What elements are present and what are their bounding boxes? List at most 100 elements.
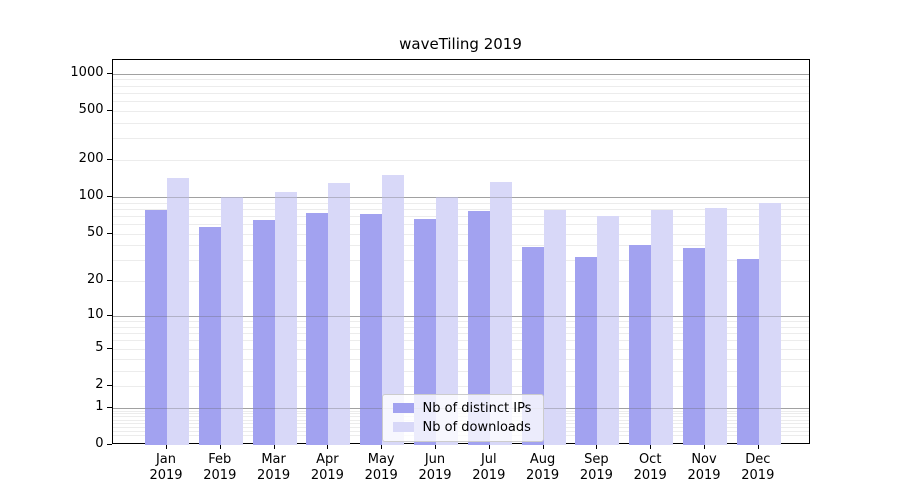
- bar-downloads: [543, 210, 566, 445]
- x-tick-mark: [166, 444, 167, 449]
- bar-downloads: [436, 196, 458, 445]
- legend: Nb of distinct IPs Nb of downloads: [381, 393, 545, 442]
- bar-distinct-ips: [306, 213, 329, 445]
- x-tick-month: Nov: [691, 452, 717, 467]
- bar-downloads: [597, 215, 620, 445]
- x-tick-mark: [381, 444, 383, 449]
- gridline-minor: [112, 85, 809, 87]
- x-tick-year: 2019: [257, 467, 291, 483]
- x-tick-label: Apr 2019: [295, 452, 359, 483]
- x-tick-month: Sep: [584, 452, 609, 467]
- y-tick-mark: [106, 159, 112, 161]
- x-tick-label: Jul 2019: [457, 452, 521, 483]
- x-tick-month: Dec: [745, 452, 771, 467]
- gridline-major-overlay: [112, 316, 809, 318]
- x-tick-label: Feb 2019: [188, 452, 252, 483]
- gridline-minor: [112, 281, 809, 283]
- bar-downloads: [274, 191, 297, 445]
- bar-distinct-ips: [145, 210, 167, 445]
- y-tick-mark: [106, 232, 112, 234]
- x-tick-month: Jul: [480, 452, 497, 467]
- gridline-minor: [112, 208, 809, 210]
- y-tick-label: 0: [95, 436, 104, 451]
- x-tick-year: 2019: [149, 467, 183, 483]
- y-tick-label: 1000: [70, 64, 104, 80]
- x-tick-mark: [757, 444, 759, 449]
- x-tick-label: Mar 2019: [242, 452, 306, 483]
- x-tick-year: 2019: [203, 467, 237, 483]
- gridline-major-overlay: [112, 73, 809, 75]
- gridline-minor: [112, 101, 809, 103]
- x-tick-mark: [650, 444, 652, 449]
- x-tick-label: Aug 2019: [511, 452, 575, 483]
- legend-entry-distinct-ips: Nb of distinct IPs: [392, 401, 531, 416]
- y-tick-mark: [106, 196, 112, 198]
- y-tick-mark: [106, 315, 112, 317]
- bar-distinct-ips: [736, 258, 759, 445]
- bar-distinct-ips: [414, 219, 436, 445]
- x-tick-year: 2019: [526, 467, 560, 483]
- x-tick-label: Jan 2019: [134, 452, 198, 483]
- gridline-minor: [112, 202, 809, 204]
- x-tick-year: 2019: [418, 467, 452, 483]
- y-tick-label: 500: [78, 101, 104, 117]
- x-tick-month: Jun: [424, 452, 446, 467]
- x-tick-label: May 2019: [349, 452, 413, 483]
- y-tick-label: 10: [86, 307, 104, 323]
- y-tick-mark: [106, 109, 112, 111]
- x-tick-mark: [219, 444, 221, 449]
- bar-downloads: [705, 208, 727, 445]
- x-tick-label: Oct 2019: [618, 452, 682, 483]
- x-tick-year: 2019: [472, 467, 506, 483]
- x-tick-month: Jan: [155, 452, 177, 467]
- x-tick-mark: [542, 444, 544, 449]
- gridline-minor: [112, 224, 809, 226]
- bar-downloads: [382, 175, 405, 445]
- y-tick-mark: [106, 347, 112, 349]
- bar-downloads: [651, 210, 674, 445]
- gridline-minor: [112, 321, 809, 323]
- legend-entry-downloads: Nb of downloads: [392, 419, 532, 435]
- x-tick-mark: [704, 444, 705, 449]
- x-tick-year: 2019: [364, 467, 398, 483]
- y-tick-mark: [106, 406, 112, 408]
- plot-area: Nb of distinct IPs Nb of downloads: [111, 58, 810, 445]
- gridline-major-overlay: [112, 197, 809, 199]
- y-tick-label: 5: [95, 339, 104, 355]
- bar-distinct-ips: [198, 226, 221, 445]
- y-tick-mark: [106, 444, 112, 445]
- gridline-minor: [112, 326, 809, 328]
- bar-distinct-ips: [252, 219, 275, 445]
- gridline-minor: [112, 358, 809, 360]
- bar-distinct-ips: [683, 248, 705, 445]
- bar-downloads: [328, 182, 351, 445]
- chart-title: waveTiling 2019: [399, 35, 522, 53]
- gridline-minor: [112, 233, 809, 235]
- y-tick-label: 100: [78, 188, 104, 204]
- gridline-major: [112, 316, 809, 318]
- x-tick-month: Apr: [316, 452, 339, 467]
- bar-downloads: [220, 197, 243, 445]
- x-tick-mark: [327, 444, 329, 449]
- x-tick-month: May: [367, 452, 395, 467]
- gridline-minor: [112, 370, 809, 372]
- legend-label-downloads: Nb of downloads: [422, 419, 531, 435]
- y-tick-label: 1: [95, 398, 104, 414]
- x-tick-mark: [273, 444, 275, 449]
- gridline-minor: [112, 160, 809, 162]
- gridline-minor: [112, 79, 809, 81]
- y-tick-label: 200: [78, 151, 104, 167]
- gridline-minor: [112, 122, 809, 124]
- y-tick-label: 2: [95, 376, 104, 392]
- gridline-major: [112, 73, 809, 75]
- x-tick-month: Feb: [208, 452, 232, 467]
- x-tick-mark: [488, 444, 490, 449]
- gridline-major: [112, 197, 809, 199]
- x-tick-month: Oct: [638, 452, 662, 467]
- x-tick-year: 2019: [310, 467, 344, 483]
- y-tick-label: 20: [86, 272, 104, 288]
- x-tick-year: 2019: [579, 467, 613, 483]
- gridline-minor: [112, 110, 809, 112]
- bar-downloads: [167, 177, 189, 445]
